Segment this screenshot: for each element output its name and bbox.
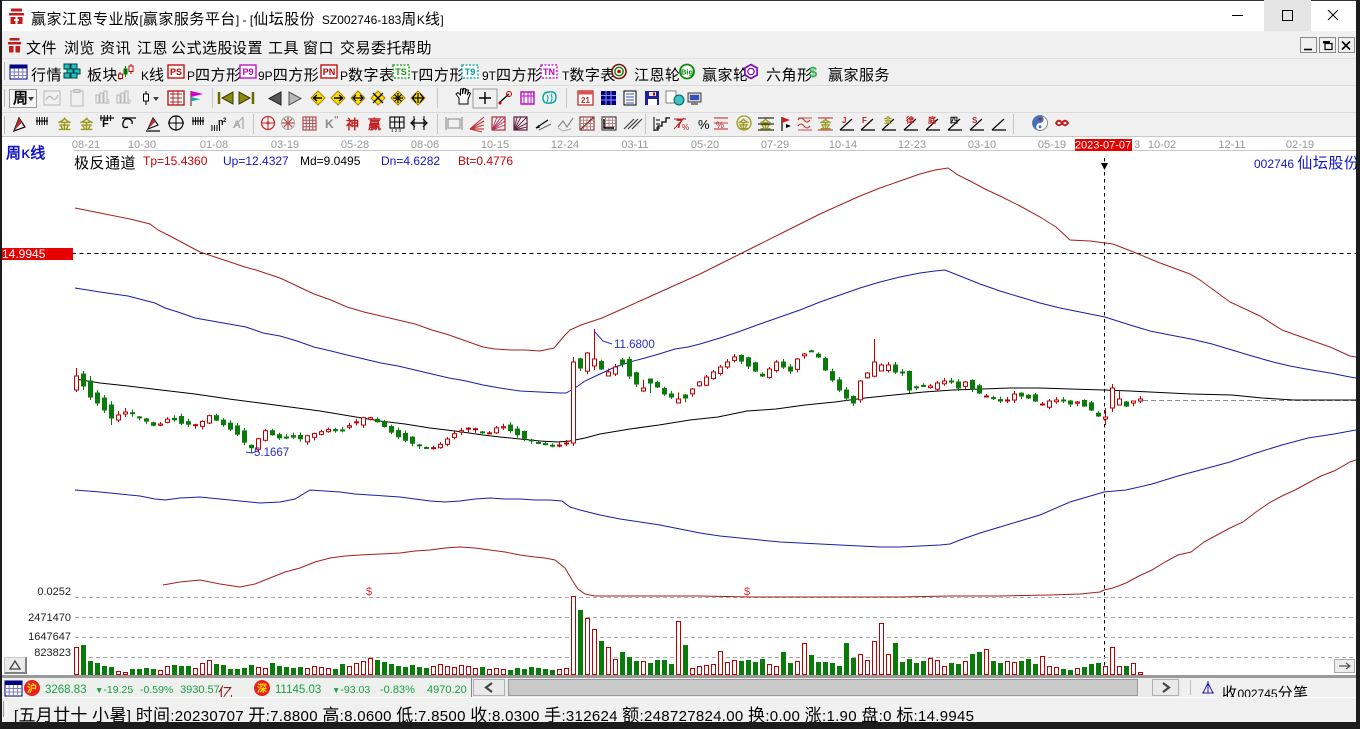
svg-text:庭: 庭 bbox=[928, 115, 937, 125]
svg-text:01-08: 01-08 bbox=[200, 139, 228, 151]
svg-text:9: 9 bbox=[127, 99, 131, 106]
svg-text:21: 21 bbox=[581, 96, 590, 105]
svg-text:05-19: 05-19 bbox=[1038, 139, 1066, 151]
svg-text:S: S bbox=[972, 116, 978, 125]
svg-text:沪: 沪 bbox=[27, 682, 37, 695]
svg-text:03-10: 03-10 bbox=[968, 139, 996, 151]
svg-text:TS: TS bbox=[395, 67, 407, 77]
svg-text:F: F bbox=[862, 116, 867, 125]
svg-text:10-15: 10-15 bbox=[481, 139, 509, 151]
svg-text:金: 金 bbox=[737, 117, 750, 131]
svg-text:K: K bbox=[325, 117, 334, 131]
svg-text:2023-07-07: 2023-07-07 bbox=[1075, 140, 1131, 152]
svg-text:四: 四 bbox=[950, 116, 958, 125]
svg-text:$: $ bbox=[366, 586, 372, 598]
svg-text:10-14: 10-14 bbox=[829, 139, 857, 151]
svg-text:12-24: 12-24 bbox=[551, 139, 579, 151]
svg-text:周: 周 bbox=[13, 90, 28, 107]
svg-text:A: A bbox=[233, 119, 241, 131]
svg-text:10-02: 10-02 bbox=[1148, 139, 1176, 151]
svg-text:12-23: 12-23 bbox=[898, 139, 926, 151]
svg-text:%: % bbox=[716, 120, 724, 130]
svg-text:深: 深 bbox=[257, 682, 267, 695]
svg-text:14.9945: 14.9945 bbox=[2, 247, 46, 261]
svg-text:10-30: 10-30 bbox=[128, 139, 156, 151]
svg-text:11.6800: 11.6800 bbox=[614, 339, 655, 351]
svg-text:3: 3 bbox=[1134, 139, 1140, 151]
svg-text:823823: 823823 bbox=[34, 647, 71, 659]
svg-text:1647647: 1647647 bbox=[28, 631, 71, 643]
svg-text:F: F bbox=[102, 118, 109, 130]
svg-text:02-19: 02-19 bbox=[1286, 139, 1314, 151]
svg-text:P9: P9 bbox=[242, 67, 253, 77]
svg-text:TN: TN bbox=[543, 67, 555, 77]
svg-text:T9: T9 bbox=[465, 67, 476, 77]
svg-text:12-11: 12-11 bbox=[1218, 139, 1245, 151]
svg-text:PS: PS bbox=[170, 67, 182, 77]
svg-text:05-28: 05-28 bbox=[341, 139, 369, 151]
svg-text:Big: Big bbox=[681, 68, 694, 77]
svg-text:3: 3 bbox=[106, 99, 110, 106]
svg-text:n: n bbox=[218, 117, 224, 127]
svg-text:%: % bbox=[682, 123, 689, 132]
svg-text:律: 律 bbox=[906, 115, 914, 125]
svg-text:1 2 3: 1 2 3 bbox=[391, 128, 402, 133]
svg-text:08-21: 08-21 bbox=[72, 139, 100, 151]
svg-text:03-11: 03-11 bbox=[621, 139, 648, 151]
svg-text:5.1667: 5.1667 bbox=[254, 447, 289, 459]
svg-text:": " bbox=[334, 115, 339, 126]
svg-text:金: 金 bbox=[883, 115, 893, 125]
svg-text:05-20: 05-20 bbox=[691, 139, 719, 151]
svg-text:J: J bbox=[842, 116, 846, 125]
svg-text:2: 2 bbox=[223, 118, 227, 124]
svg-text:赢: 赢 bbox=[368, 117, 381, 132]
svg-text:0.0252: 0.0252 bbox=[37, 586, 71, 598]
svg-text:%: % bbox=[698, 117, 710, 132]
svg-text:07-29: 07-29 bbox=[761, 139, 789, 151]
svg-text:金: 金 bbox=[57, 117, 72, 132]
svg-text:7: 7 bbox=[676, 117, 683, 131]
svg-text:金: 金 bbox=[79, 117, 94, 132]
svg-text:$: $ bbox=[744, 586, 750, 598]
svg-text:03-19: 03-19 bbox=[271, 139, 299, 151]
svg-text:$: $ bbox=[809, 64, 818, 81]
svg-text:2471470: 2471470 bbox=[28, 612, 71, 624]
svg-text:神: 神 bbox=[346, 117, 359, 132]
svg-text:金: 金 bbox=[819, 117, 832, 131]
svg-text:PN: PN bbox=[323, 67, 336, 77]
svg-text:08-06: 08-06 bbox=[411, 139, 439, 151]
